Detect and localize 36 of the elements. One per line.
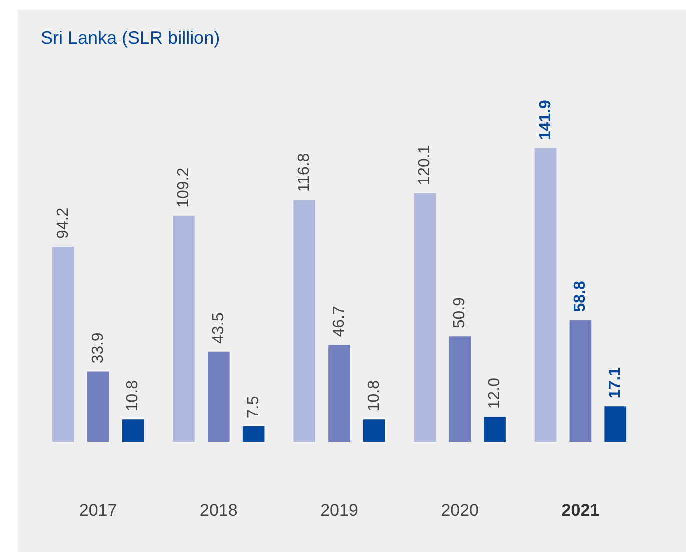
data-label: 10.8 [124,380,142,412]
data-label: 7.5 [245,396,262,418]
data-label: 94.2 [54,208,72,239]
x-tick-label: 2021 [562,501,600,520]
bar [173,216,195,442]
bar [87,372,110,442]
data-label: 116.8 [296,153,314,192]
x-tick-label: 2019 [320,501,358,520]
bar [364,420,386,442]
data-label: 43.5 [210,312,228,344]
chart-title: Sri Lanka (SLR billion) [41,28,220,48]
data-label: 33.9 [90,332,107,364]
bar [414,193,436,442]
bar [604,406,627,442]
data-label: 141.9 [537,100,554,140]
bar [122,420,144,442]
data-label: 46.7 [331,306,348,338]
bar [534,148,557,442]
data-label: 12.0 [486,378,504,410]
data-label: 120.1 [416,145,434,186]
bar [328,345,350,442]
bar [242,426,265,442]
bar [208,352,230,442]
bar [570,320,592,442]
bar [449,336,472,442]
data-label: 17.1 [607,367,624,399]
x-tick-label: 2017 [79,501,118,520]
bar [294,200,316,442]
x-tick-label: 2018 [200,501,238,520]
bar [484,417,506,442]
data-label: 109.2 [175,168,192,208]
x-tick-label: 2020 [441,501,480,520]
data-label: 50.9 [452,297,469,329]
data-label: 58.8 [572,281,590,312]
data-label: 10.8 [366,380,383,412]
bar [52,246,74,442]
